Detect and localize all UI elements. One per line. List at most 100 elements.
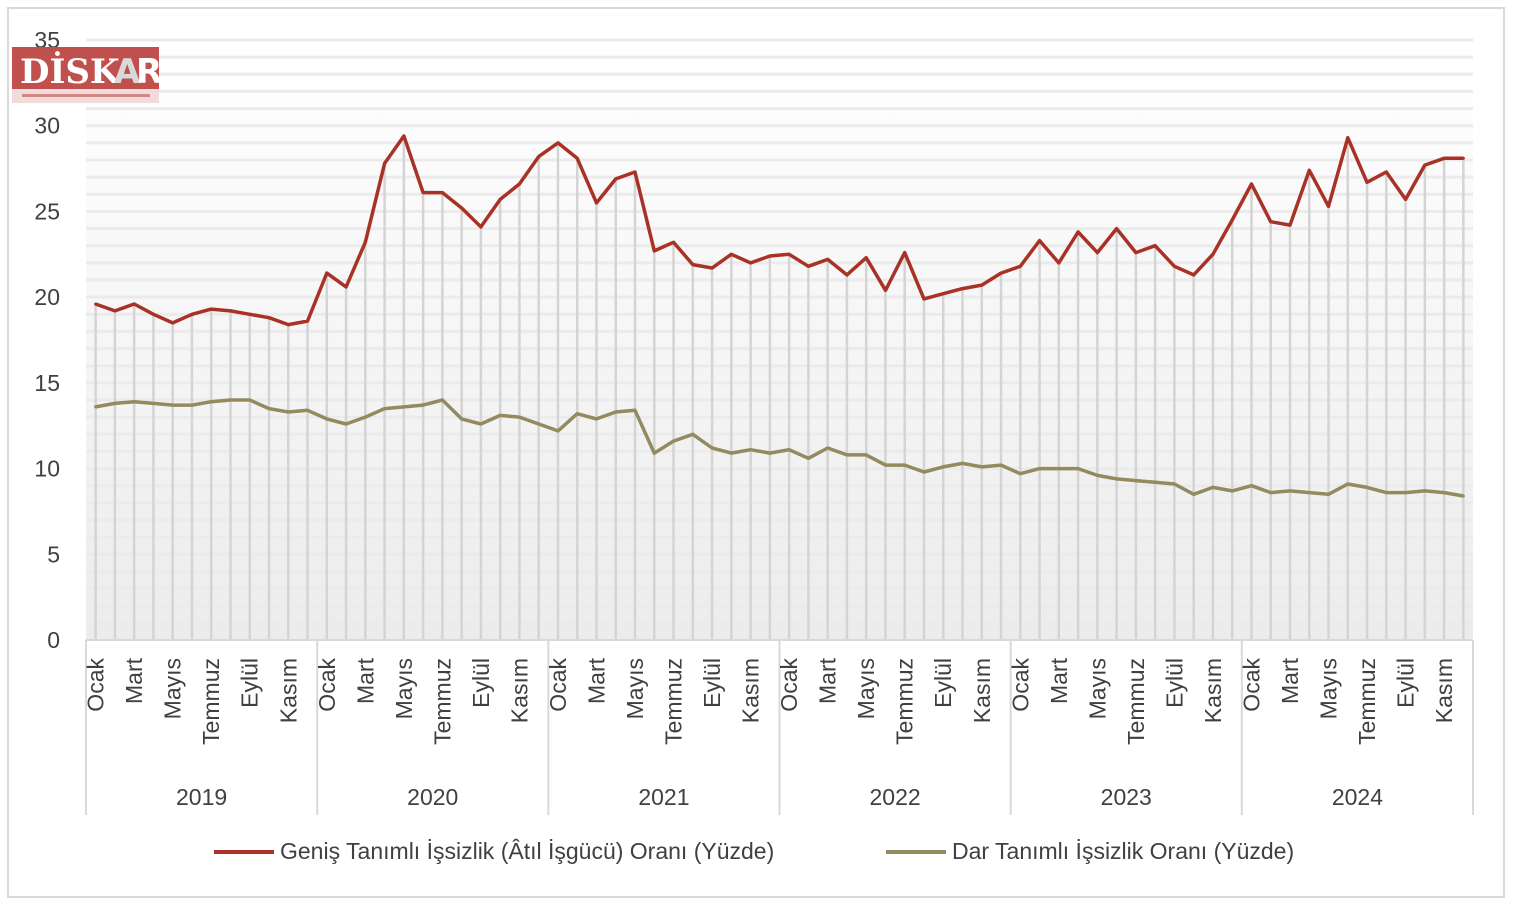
data-point bbox=[151, 312, 155, 316]
data-point bbox=[113, 401, 117, 405]
month-label: Mart bbox=[1046, 657, 1072, 704]
data-point bbox=[826, 446, 830, 450]
data-point bbox=[883, 463, 887, 467]
data-point bbox=[633, 408, 637, 412]
data-point bbox=[94, 302, 98, 306]
month-label: Temmuz bbox=[892, 658, 918, 745]
plot-background bbox=[86, 40, 1473, 640]
data-point bbox=[1423, 163, 1427, 167]
data-point bbox=[344, 422, 348, 426]
month-label: Ocak bbox=[1007, 658, 1033, 712]
data-point bbox=[306, 408, 310, 412]
data-point bbox=[691, 432, 695, 436]
data-point bbox=[537, 422, 541, 426]
data-point bbox=[980, 283, 984, 287]
data-point bbox=[190, 403, 194, 407]
data-point bbox=[845, 273, 849, 277]
data-point bbox=[209, 400, 213, 404]
y-tick-label: 20 bbox=[34, 284, 60, 310]
month-label: Temmuz bbox=[1123, 658, 1149, 745]
data-point bbox=[209, 307, 213, 311]
month-label: Eylül bbox=[237, 658, 263, 708]
data-point bbox=[922, 470, 926, 474]
data-point bbox=[672, 240, 676, 244]
data-point bbox=[1172, 482, 1176, 486]
legend-label-dar: Dar Tanımlı İşsizlik Oranı (Yüzde) bbox=[952, 838, 1295, 864]
data-point bbox=[845, 453, 849, 457]
data-point bbox=[1307, 168, 1311, 172]
data-point bbox=[440, 191, 444, 195]
month-label: Temmuz bbox=[198, 658, 224, 745]
data-point bbox=[710, 266, 714, 270]
data-point bbox=[132, 400, 136, 404]
chart-frame bbox=[7, 7, 1505, 898]
data-point bbox=[286, 323, 290, 327]
y-tick-label: 0 bbox=[47, 627, 60, 653]
data-point bbox=[961, 287, 965, 291]
month-label: Temmuz bbox=[1354, 658, 1380, 745]
month-label: Kasım bbox=[1200, 658, 1226, 723]
data-point bbox=[132, 302, 136, 306]
data-point bbox=[1038, 467, 1042, 471]
data-point bbox=[1230, 489, 1234, 493]
month-label: Mart bbox=[583, 657, 609, 704]
data-point bbox=[575, 156, 579, 160]
data-point bbox=[922, 297, 926, 301]
data-point bbox=[1346, 482, 1350, 486]
data-point bbox=[1461, 494, 1465, 498]
svg-text:A: A bbox=[114, 52, 141, 92]
y-tick-label: 15 bbox=[34, 370, 60, 396]
data-point bbox=[1192, 492, 1196, 496]
data-point bbox=[325, 417, 329, 421]
data-point bbox=[1346, 136, 1350, 140]
data-point bbox=[1057, 467, 1061, 471]
month-label: Kasım bbox=[969, 658, 995, 723]
data-point bbox=[1115, 227, 1119, 231]
data-point bbox=[1269, 220, 1273, 224]
data-point bbox=[787, 448, 791, 452]
y-tick-label: 30 bbox=[34, 113, 60, 139]
data-point bbox=[248, 312, 252, 316]
month-label: Mart bbox=[352, 657, 378, 704]
month-label: Eylül bbox=[468, 658, 494, 708]
data-point bbox=[325, 271, 329, 275]
legend-swatch-dar bbox=[886, 849, 946, 854]
month-label: Ocak bbox=[83, 658, 109, 712]
data-point bbox=[1423, 489, 1427, 493]
data-point bbox=[864, 453, 868, 457]
data-point bbox=[1153, 480, 1157, 484]
month-label: Kasım bbox=[506, 658, 532, 723]
data-point bbox=[517, 415, 521, 419]
data-point bbox=[402, 134, 406, 138]
data-point bbox=[1211, 485, 1215, 489]
data-point bbox=[344, 285, 348, 289]
month-label: Mayıs bbox=[1084, 658, 1110, 719]
data-point bbox=[363, 415, 367, 419]
data-point bbox=[1095, 251, 1099, 255]
data-point bbox=[421, 191, 425, 195]
data-point bbox=[517, 182, 521, 186]
data-point bbox=[306, 319, 310, 323]
data-point bbox=[1365, 180, 1369, 184]
data-point bbox=[556, 141, 560, 145]
data-point bbox=[826, 257, 830, 261]
month-label: Ocak bbox=[545, 658, 571, 712]
month-label: Mart bbox=[121, 657, 147, 704]
legend-label-genis: Geniş Tanımlı İşsizlik (Âtıl İşgücü) Ora… bbox=[280, 838, 775, 864]
svg-text:DİSK: DİSK bbox=[20, 51, 121, 92]
month-label: Ocak bbox=[314, 658, 340, 712]
data-point bbox=[1192, 273, 1196, 277]
data-point bbox=[383, 407, 387, 411]
data-point bbox=[903, 463, 907, 467]
data-point bbox=[171, 321, 175, 325]
data-point bbox=[1404, 491, 1408, 495]
data-point bbox=[440, 398, 444, 402]
data-point bbox=[171, 403, 175, 407]
month-label: Temmuz bbox=[661, 658, 687, 745]
data-point bbox=[1018, 264, 1022, 268]
data-point bbox=[421, 403, 425, 407]
data-point bbox=[1365, 485, 1369, 489]
y-tick-label: 10 bbox=[34, 456, 60, 482]
